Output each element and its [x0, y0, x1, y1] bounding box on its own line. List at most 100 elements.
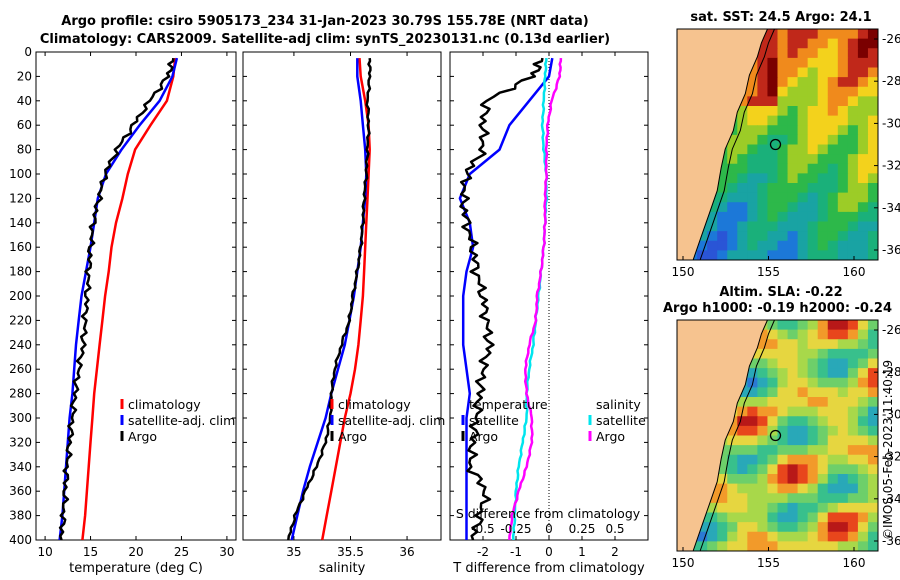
x-axis-label: T difference from climatology [452, 561, 645, 576]
temp-climatology-line [81, 57, 177, 541]
x-tick-label: 35.5 [337, 545, 364, 559]
lat-tick-label: -32 [882, 159, 900, 173]
y-tick-label: 120 [9, 191, 32, 205]
sla-map-title-line2: Argo h1000: -0.19 h2000: -0.24 [662, 301, 893, 316]
sdiff-tick-label: 0.25 [569, 522, 596, 536]
plot-frame-1 [35, 51, 237, 541]
isobath-contour [699, 28, 775, 261]
isobath-contour [699, 319, 775, 552]
plot-frame-2 [242, 51, 442, 541]
y-tick-label: 20 [17, 69, 32, 83]
x-axis-label: temperature (deg C) [69, 561, 203, 576]
x-tick-label: 20 [128, 545, 143, 559]
lon-tick-label: 155 [757, 265, 780, 279]
lon-tick-label: 150 [672, 265, 695, 279]
sla-map-title-line1: Altim. SLA: -0.22 [719, 285, 843, 300]
x-tick-label: 25 [174, 545, 189, 559]
y-tick-label: 400 [9, 533, 32, 547]
land-mask [676, 319, 769, 552]
x-tick-label: 0 [545, 545, 553, 559]
lon-tick-label: 155 [757, 556, 780, 570]
map-frame [676, 319, 879, 552]
y-tick-label: 180 [9, 265, 32, 279]
lon-tick-label: 160 [843, 265, 866, 279]
legend-label: satellite [596, 413, 646, 428]
x-tick-label: 35 [286, 545, 301, 559]
argo-location-marker [769, 429, 782, 442]
lat-tick-label: -36 [882, 243, 900, 257]
y-tick-label: 220 [9, 313, 32, 327]
legend-label: satellite-adj. clim [128, 413, 235, 428]
x-tick-label: 2 [611, 545, 619, 559]
figure-title-line2: Climatology: CARS2009. Satellite-adj cli… [39, 32, 611, 47]
map-frame [676, 28, 879, 261]
legend-label: Argo [469, 429, 498, 444]
tdiff-satellite-line [458, 57, 554, 540]
lat-tick-label: -26 [882, 323, 900, 337]
lat-tick-label: -32 [882, 450, 900, 464]
y-tick-label: 320 [9, 435, 32, 449]
sdiff-tick-label: 0.5 [605, 522, 624, 536]
y-tick-label: 360 [9, 484, 32, 498]
sdiff-tick-label: -0.25 [500, 522, 531, 536]
y-tick-label: 60 [17, 118, 32, 132]
y-tick-label: 160 [9, 240, 32, 254]
x-tick-label: 1 [578, 545, 586, 559]
y-tick-label: 300 [9, 411, 32, 425]
sal-satellite-line [290, 58, 368, 541]
legend-label: satellite [469, 413, 519, 428]
x-tick-label: -1 [510, 545, 522, 559]
y-tick-label: 340 [9, 460, 32, 474]
imos-timestamp: ©IMOS 05-Feb-2023 11:40:19 [881, 359, 895, 540]
x-tick-label: 36 [399, 545, 414, 559]
lat-tick-label: -26 [882, 32, 900, 46]
sdiff-tick-label: -0.5 [471, 522, 494, 536]
lon-tick-label: 160 [843, 556, 866, 570]
legend-label: temperature [469, 397, 548, 412]
lat-tick-label: -28 [882, 365, 900, 379]
sdiff-tick-label: 0 [545, 522, 553, 536]
x-tick-label: 10 [37, 545, 52, 559]
lat-tick-label: -36 [882, 534, 900, 548]
argo-location-marker [769, 138, 782, 151]
legend-label: climatology [128, 397, 201, 412]
y-tick-label: 380 [9, 509, 32, 523]
tdiff-argo-line [459, 57, 544, 541]
y-tick-label: 260 [9, 362, 32, 376]
lat-tick-label: -34 [882, 201, 900, 215]
legend-label: salinity [596, 397, 641, 412]
legend-label: Argo [128, 429, 157, 444]
legend-label: Argo [596, 429, 625, 444]
sdiff-satellite-line [511, 58, 549, 541]
sdiff-argo-line [508, 58, 563, 541]
x-axis-label: salinity [319, 561, 366, 576]
sdiff-axis-label: S difference from climatology [456, 506, 641, 521]
y-tick-label: 240 [9, 338, 32, 352]
y-tick-label: 0 [24, 45, 32, 59]
lat-tick-label: -34 [882, 492, 900, 506]
land-mask [676, 28, 769, 261]
figure-title-line1: Argo profile: csiro 5905173_234 31-Jan-2… [61, 14, 589, 29]
x-tick-label: -2 [477, 545, 489, 559]
x-tick-label: 30 [219, 545, 234, 559]
sla-map: -26 -28 -30 -32 -34 -36 150 155 160 [672, 319, 900, 570]
legend-label: satellite-adj. clim [338, 413, 445, 428]
y-tick-label: 40 [17, 94, 32, 108]
sst-map-title: sat. SST: 24.5 Argo: 24.1 [690, 10, 872, 25]
sst-map: -26 -28 -30 -32 -34 -36 150 155 160 [672, 28, 900, 279]
y-tick-label: 80 [17, 143, 32, 157]
lat-tick-label: -30 [882, 116, 900, 130]
y-tick-label: 200 [9, 289, 32, 303]
y-tick-label: 280 [9, 387, 32, 401]
lat-tick-label: -28 [882, 74, 900, 88]
y-tick-label: 100 [9, 167, 32, 181]
y-tick-label: 140 [9, 216, 32, 230]
legend-label: climatology [338, 397, 411, 412]
x-tick-label: 15 [83, 545, 98, 559]
lat-tick-label: -30 [882, 407, 900, 421]
legend-label: Argo [338, 429, 367, 444]
lon-tick-label: 150 [672, 556, 695, 570]
sal-argo-line [287, 57, 372, 541]
temp-argo-line [58, 57, 175, 541]
